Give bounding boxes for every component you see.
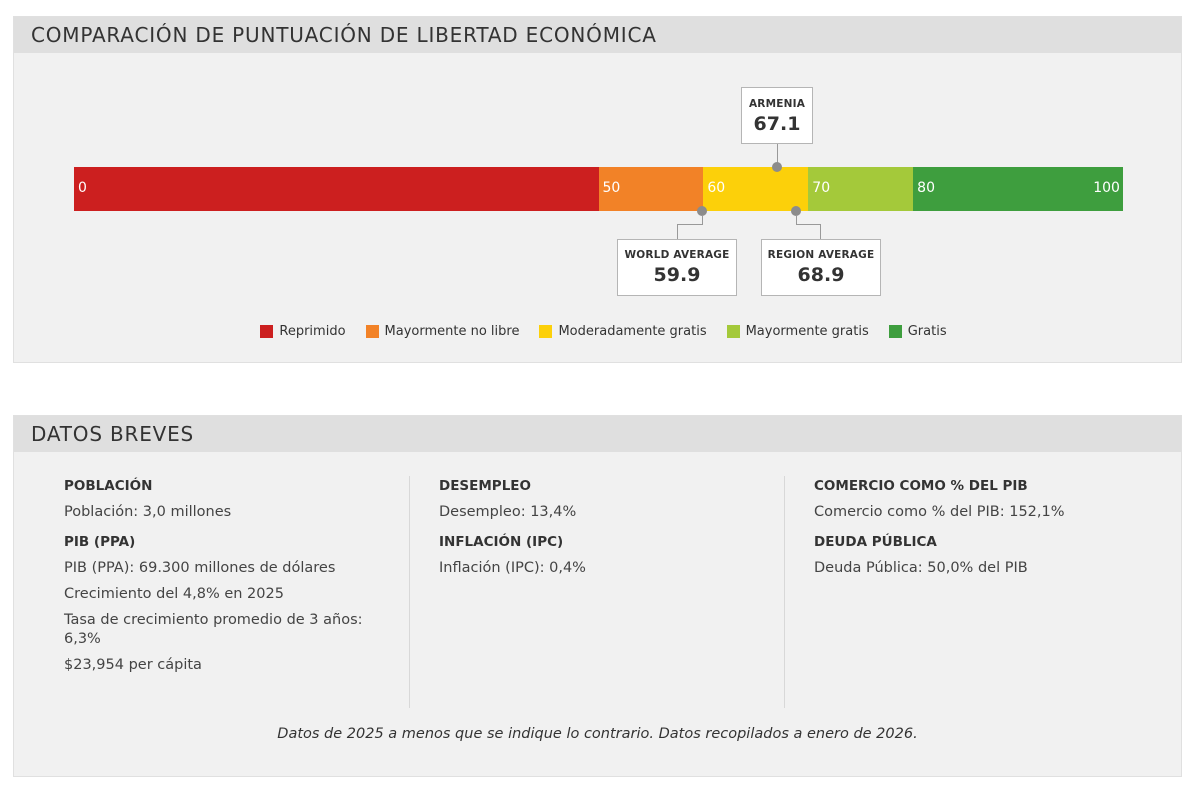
- world-connector: [702, 215, 703, 225]
- legend-label: Gratis: [907, 324, 947, 339]
- tick-label-70: 70: [812, 180, 831, 196]
- chart-legend: Reprimido Mayormente no libre Moderadame…: [14, 324, 1181, 339]
- world-average-value: 59.9: [653, 264, 701, 286]
- region-marker-dot: [791, 206, 801, 216]
- population-heading: POBLACIÓN: [64, 478, 153, 494]
- country-score: 67.1: [753, 113, 801, 135]
- unemployment-heading: DESEMPLEO: [439, 478, 532, 494]
- legend-swatch-icon: [726, 325, 740, 338]
- country-name: ARMENIA: [748, 98, 806, 110]
- legend-item-repressed: Reprimido: [260, 324, 346, 339]
- trade-value: Comercio como % del PIB: 152,1%: [814, 504, 1065, 520]
- world-connector-h: [677, 224, 703, 225]
- tick-label-50: 50: [602, 180, 621, 196]
- trade-heading: COMERCIO COMO % DEL PIB: [814, 478, 1028, 494]
- region-average-callout: REGION AVERAGE 68.9: [761, 239, 881, 296]
- legend-item-moderately-free: Moderadamente gratis: [539, 324, 707, 339]
- gdp-growth: Crecimiento del 4,8% en 2025: [64, 586, 284, 602]
- inflation-heading: INFLACIÓN (IPC): [439, 534, 564, 550]
- country-connector: [777, 144, 778, 164]
- region-connector-v: [820, 224, 821, 239]
- legend-label: Moderadamente gratis: [558, 324, 707, 339]
- legend-swatch-icon: [888, 325, 902, 338]
- region-connector-h: [796, 224, 820, 225]
- facts-columns: POBLACIÓN Población: 3,0 millones PIB (P…: [14, 476, 1181, 708]
- tick-label-80: 80: [917, 180, 935, 196]
- world-average-callout: WORLD AVERAGE 59.9: [617, 239, 737, 296]
- quick-facts-panel: DATOS BREVES POBLACIÓN Población: 3,0 mi…: [13, 415, 1182, 777]
- tick-label-100: 100: [1093, 180, 1120, 196]
- legend-label: Reprimido: [279, 324, 346, 339]
- legend-label: Mayormente no libre: [384, 324, 520, 339]
- band-mostly-free: 70: [808, 167, 914, 211]
- band-mostly-unfree: 50: [598, 167, 704, 211]
- band-moderately-free: 60: [703, 167, 809, 211]
- legend-label: Mayormente gratis: [745, 324, 869, 339]
- gdp-per-capita: $23,954 per cápita: [64, 657, 202, 673]
- country-marker-dot: [772, 162, 782, 172]
- gdp-3yr-growth: Tasa de crecimiento promedio de 3 años: …: [64, 612, 363, 647]
- legend-item-free: Gratis: [888, 324, 947, 339]
- data-footnote: Datos de 2025 a menos que se indique lo …: [277, 726, 918, 742]
- world-marker-dot: [697, 206, 707, 216]
- inflation-value: Inflación (IPC): 0,4%: [439, 560, 586, 576]
- legend-swatch-icon: [539, 325, 553, 338]
- region-average-value: 68.9: [797, 264, 845, 286]
- tick-label-60: 60: [707, 180, 726, 196]
- legend-swatch-icon: [365, 325, 379, 338]
- region-average-label: REGION AVERAGE: [767, 249, 875, 261]
- facts-column-3: COMERCIO COMO % DEL PIB Comercio como % …: [814, 476, 1160, 708]
- public-debt-value: Deuda Pública: 50,0% del PIB: [814, 560, 1028, 576]
- gdp-value: PIB (PPA): 69.300 millones de dólares: [64, 560, 336, 576]
- score-panel-title: COMPARACIÓN DE PUNTUACIÓN DE LIBERTAD EC…: [14, 17, 1181, 53]
- band-repressed: 0: [74, 167, 599, 211]
- legend-item-mostly-free: Mayormente gratis: [726, 324, 869, 339]
- facts-column-1: POBLACIÓN Población: 3,0 millones PIB (P…: [64, 476, 410, 708]
- country-score-callout: ARMENIA 67.1: [741, 87, 813, 144]
- world-average-label: WORLD AVERAGE: [624, 249, 730, 261]
- score-scale-bar: 0 50 60 70 80 100: [74, 167, 1123, 211]
- band-free: 80 100: [913, 167, 1123, 211]
- unemployment-value: Desempleo: 13,4%: [439, 504, 577, 520]
- region-connector: [796, 215, 797, 225]
- facts-column-2: DESEMPLEO Desempleo: 13,4% INFLACIÓN (IP…: [439, 476, 785, 708]
- world-connector-v: [677, 224, 678, 239]
- score-comparison-panel: COMPARACIÓN DE PUNTUACIÓN DE LIBERTAD EC…: [13, 16, 1182, 363]
- facts-panel-title: DATOS BREVES: [14, 416, 1181, 452]
- population-value: Población: 3,0 millones: [64, 504, 232, 520]
- public-debt-heading: DEUDA PÚBLICA: [814, 534, 937, 550]
- tick-label-0: 0: [78, 180, 87, 196]
- legend-item-mostly-unfree: Mayormente no libre: [365, 324, 520, 339]
- gdp-heading: PIB (PPA): [64, 534, 136, 550]
- legend-swatch-icon: [260, 325, 274, 338]
